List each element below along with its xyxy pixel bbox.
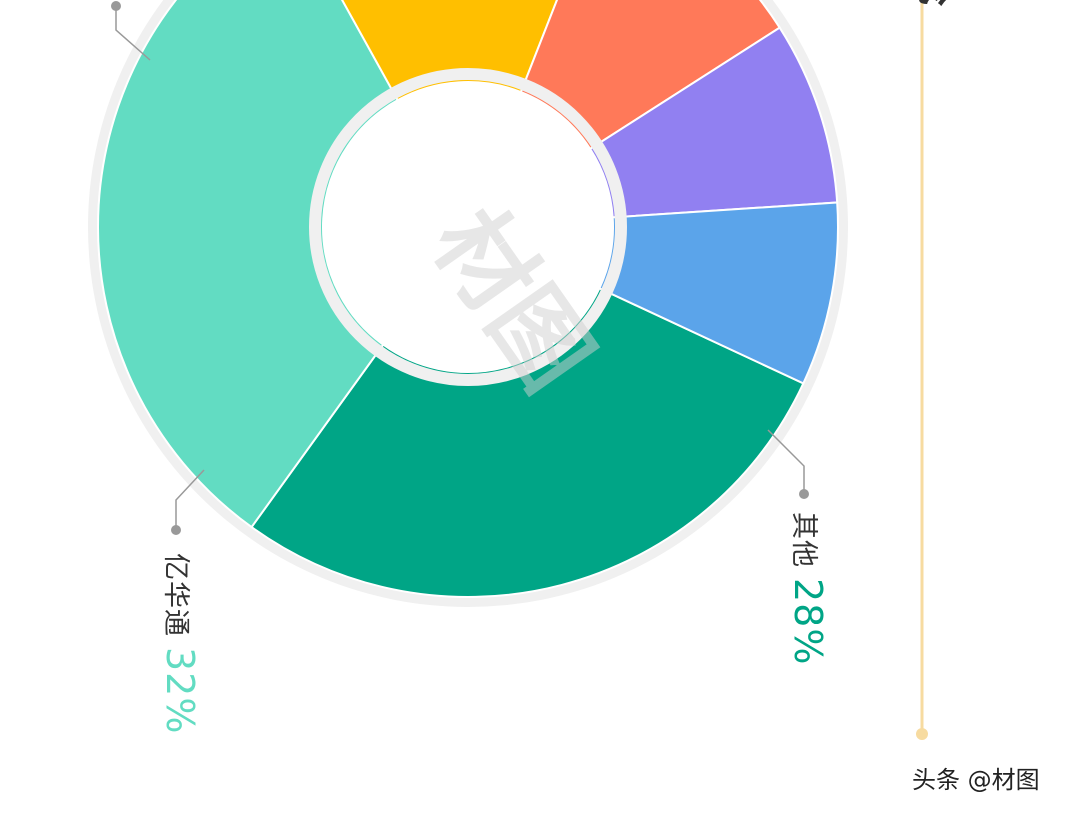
leader-line-yellow	[115, 6, 151, 61]
leader-dot-qita	[799, 489, 809, 499]
slice-label-qita: 其他 28%	[786, 512, 830, 665]
donut-hole	[323, 82, 613, 372]
slice-label-yihuatong-value: 32%	[158, 647, 202, 735]
leader-line-yihuatong	[175, 469, 205, 530]
leader-dot-yihuatong	[171, 525, 181, 535]
footer-credit: 头条 @材图	[912, 766, 1040, 794]
donut-slices	[97, 0, 839, 598]
slice-label-qita-value: 28%	[786, 578, 830, 666]
leader-lines	[111, 1, 809, 535]
leader-dot-yellow	[111, 1, 121, 11]
slice-label-qita-name: 其他	[788, 512, 819, 568]
slice-label-yihuatong: 亿华通 32%	[158, 553, 202, 734]
title-fragment: 论	[910, 0, 968, 6]
leader-line-qita	[767, 429, 805, 494]
timeline-end-dot	[916, 728, 928, 740]
donut-inner-ring	[309, 68, 627, 386]
slice-label-yihuatong-name: 亿华通	[160, 553, 191, 637]
